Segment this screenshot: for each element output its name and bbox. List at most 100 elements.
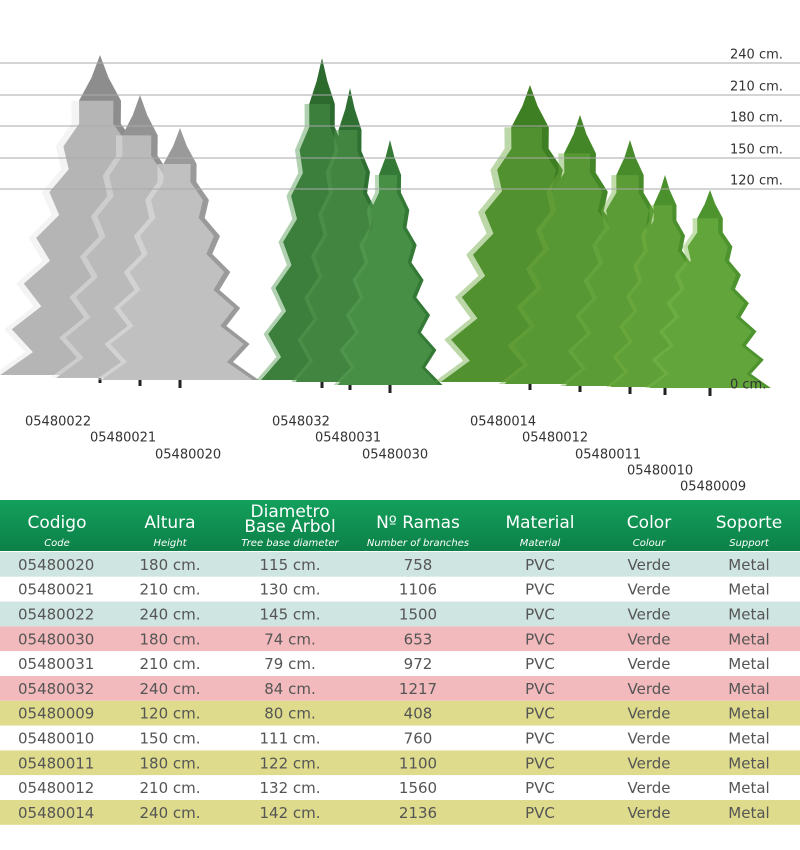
table-cell: 758 bbox=[404, 556, 433, 574]
table-cell: Verde bbox=[628, 804, 671, 822]
table-cell: 05480030 bbox=[18, 630, 94, 648]
table-cell: 1100 bbox=[399, 754, 437, 772]
table-cell: Verde bbox=[628, 581, 671, 599]
table-cell: 05480012 bbox=[18, 779, 94, 797]
table-cell: 972 bbox=[404, 655, 433, 673]
table-cell: PVC bbox=[525, 581, 555, 599]
table-cell: 1560 bbox=[399, 779, 437, 797]
tree bbox=[649, 190, 771, 388]
product-code: 05480021 bbox=[90, 431, 156, 446]
table-cell: 180 cm. bbox=[139, 630, 200, 648]
table-cell: 80 cm. bbox=[264, 705, 315, 723]
table-header bbox=[0, 500, 800, 551]
table-cell: Metal bbox=[728, 705, 769, 723]
table-cell: Verde bbox=[628, 754, 671, 772]
product-code: 05480030 bbox=[362, 448, 428, 463]
header-sub: Height bbox=[153, 538, 187, 549]
scale-label: 0 cm. bbox=[730, 378, 766, 393]
table-cell: PVC bbox=[525, 655, 555, 673]
product-code: 05480020 bbox=[155, 448, 221, 463]
table-cell: Verde bbox=[628, 705, 671, 723]
table-row bbox=[0, 800, 800, 825]
table-cell: PVC bbox=[525, 754, 555, 772]
product-code: 05480010 bbox=[627, 464, 693, 479]
table-row bbox=[0, 601, 800, 627]
table-cell: 1217 bbox=[399, 680, 437, 698]
table-cell: Metal bbox=[728, 779, 769, 797]
table-cell: 653 bbox=[404, 630, 433, 648]
table-cell: PVC bbox=[525, 630, 555, 648]
product-code: 05480012 bbox=[522, 431, 588, 446]
product-code: 05480011 bbox=[575, 448, 641, 463]
table-cell: Metal bbox=[728, 556, 769, 574]
table-cell: 240 cm. bbox=[139, 680, 200, 698]
table-cell: 408 bbox=[404, 705, 433, 723]
table-cell: PVC bbox=[525, 556, 555, 574]
table-cell: 132 cm. bbox=[259, 779, 320, 797]
table-cell: Metal bbox=[728, 730, 769, 748]
table-row bbox=[0, 626, 800, 652]
table-cell: 05480010 bbox=[18, 730, 94, 748]
table-cell: PVC bbox=[525, 680, 555, 698]
table-cell: 79 cm. bbox=[264, 655, 315, 673]
table-cell: 1500 bbox=[399, 606, 437, 624]
table-cell: 74 cm. bbox=[264, 630, 315, 648]
table-cell: 142 cm. bbox=[259, 804, 320, 822]
table-cell: 145 cm. bbox=[259, 606, 320, 624]
table-cell: 240 cm. bbox=[139, 606, 200, 624]
table-cell: 2136 bbox=[399, 804, 437, 822]
table-cell: 05480032 bbox=[18, 680, 94, 698]
table-cell: 210 cm. bbox=[139, 581, 200, 599]
table-row bbox=[0, 775, 800, 800]
header-sub: Material bbox=[520, 538, 561, 549]
table-cell: Metal bbox=[728, 804, 769, 822]
table-cell: 05480031 bbox=[18, 655, 94, 673]
table-cell: 05480011 bbox=[18, 754, 94, 772]
trees bbox=[0, 55, 771, 396]
tree-highlight bbox=[333, 175, 439, 385]
table-cell: 84 cm. bbox=[264, 680, 315, 698]
table-cell: Metal bbox=[728, 581, 769, 599]
table-cell: 210 cm. bbox=[139, 779, 200, 797]
scale-label: 120 cm. bbox=[730, 174, 783, 189]
table-cell: 122 cm. bbox=[259, 754, 320, 772]
table-cell: PVC bbox=[525, 804, 555, 822]
table-cell: Metal bbox=[728, 680, 769, 698]
tree-highlight bbox=[95, 164, 253, 380]
table-cell: Metal bbox=[728, 606, 769, 624]
table-cell: 05480022 bbox=[18, 606, 94, 624]
product-code: 05480031 bbox=[315, 431, 381, 446]
table-cell: 760 bbox=[404, 730, 433, 748]
table-cell: 180 cm. bbox=[139, 556, 200, 574]
table-cell: Verde bbox=[628, 556, 671, 574]
product-code: 0548032 bbox=[272, 415, 330, 430]
tree bbox=[337, 140, 443, 385]
scale-label: 210 cm. bbox=[730, 80, 783, 95]
table-cell: 111 cm. bbox=[259, 730, 320, 748]
table-row bbox=[0, 725, 800, 751]
header-title: Nº Ramas bbox=[376, 513, 460, 533]
header-title: Material bbox=[505, 513, 574, 533]
table-row bbox=[0, 676, 800, 701]
table-cell: 115 cm. bbox=[259, 556, 320, 574]
table-row bbox=[0, 750, 800, 776]
table-cell: 05480021 bbox=[18, 581, 94, 599]
scale-label: 180 cm. bbox=[730, 111, 783, 126]
table-cell: Verde bbox=[628, 630, 671, 648]
table-cell: 05480020 bbox=[18, 556, 94, 574]
header-title: Diametro Base Arbol bbox=[244, 502, 335, 537]
table-cell: 05480014 bbox=[18, 804, 94, 822]
header-title: Soporte bbox=[716, 513, 783, 533]
table-cell: 150 cm. bbox=[139, 730, 200, 748]
header-title: Codigo bbox=[28, 513, 87, 533]
table-cell: PVC bbox=[525, 779, 555, 797]
product-code: 05480014 bbox=[470, 415, 536, 430]
table-cell: Verde bbox=[628, 655, 671, 673]
header-sub: Colour bbox=[633, 538, 666, 549]
table-cell: Metal bbox=[728, 630, 769, 648]
table-cell: Verde bbox=[628, 779, 671, 797]
scale-label: 150 cm. bbox=[730, 143, 783, 158]
product-code: 05480009 bbox=[680, 480, 746, 495]
table-cell: Verde bbox=[628, 680, 671, 698]
tree-highlight bbox=[644, 218, 767, 388]
